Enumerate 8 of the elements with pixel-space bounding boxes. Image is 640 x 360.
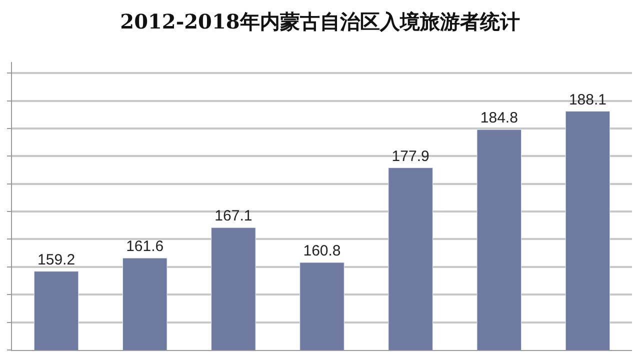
- data-label: 167.1: [214, 208, 252, 225]
- chart-title: 2012-2018年内蒙古自治区入境旅游者统计: [120, 9, 520, 34]
- data-label: 159.2: [38, 251, 76, 268]
- data-label: 161.6: [126, 238, 164, 256]
- data-label: 177.9: [392, 148, 430, 165]
- data-label: 184.8: [480, 110, 518, 127]
- data-label: 188.1: [568, 91, 606, 108]
- data-label: 160.8: [303, 242, 341, 260]
